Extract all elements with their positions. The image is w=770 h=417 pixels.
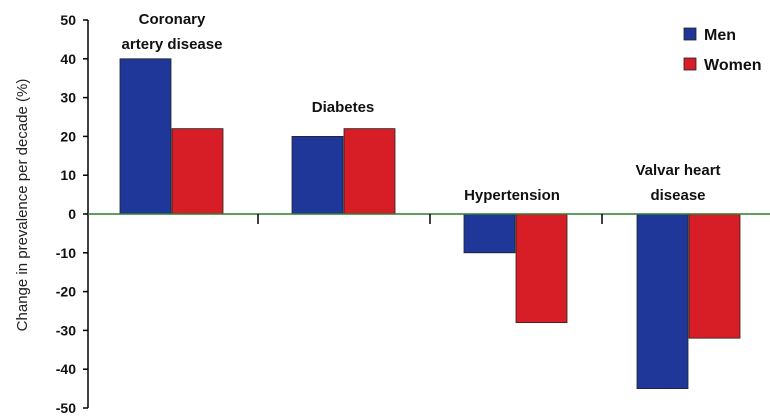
legend: Men Women (683, 27, 761, 74)
category-label: artery disease (122, 36, 223, 53)
category-label: Coronary (139, 11, 206, 28)
category-label: Diabetes (312, 99, 375, 116)
bar-men (463, 213, 516, 254)
y-tick-label: 40 (60, 51, 76, 67)
bars (119, 58, 741, 390)
y-tick-label: -40 (56, 361, 76, 377)
legend-label: Women (704, 57, 761, 74)
bar-men (636, 213, 689, 390)
y-tick-label: -10 (56, 245, 76, 261)
bar-women (171, 128, 224, 215)
y-tick-label: 30 (60, 90, 76, 106)
y-tick-label: 50 (60, 12, 76, 28)
y-axis (83, 19, 89, 409)
zero-baseline (88, 213, 770, 224)
y-axis-title: Change in prevalence per decade (%) (14, 79, 31, 332)
category-label: disease (650, 187, 705, 204)
bar-women (343, 128, 396, 215)
category-label: Hypertension (464, 187, 560, 204)
category-labels: Coronary artery disease Diabetes Hypertensi… (122, 11, 721, 204)
bar-men (119, 58, 172, 215)
bar-women (515, 213, 568, 324)
legend-swatch (683, 57, 697, 71)
y-tick-label: 10 (60, 167, 76, 183)
legend-label: Men (704, 27, 736, 44)
bar-women (688, 213, 741, 339)
category-label: Valvar heart (635, 162, 720, 179)
y-tick-label: -50 (56, 400, 76, 416)
bar-men (291, 135, 344, 215)
y-tick-label: -20 (56, 284, 76, 300)
y-tick-label: -30 (56, 322, 76, 338)
y-tick-label: 20 (60, 128, 76, 144)
legend-swatch (683, 27, 697, 41)
y-tick-label: 0 (68, 206, 76, 222)
y-tick-labels: 50 40 30 20 10 0 -10 -20 -30 -40 -50 (56, 12, 76, 416)
